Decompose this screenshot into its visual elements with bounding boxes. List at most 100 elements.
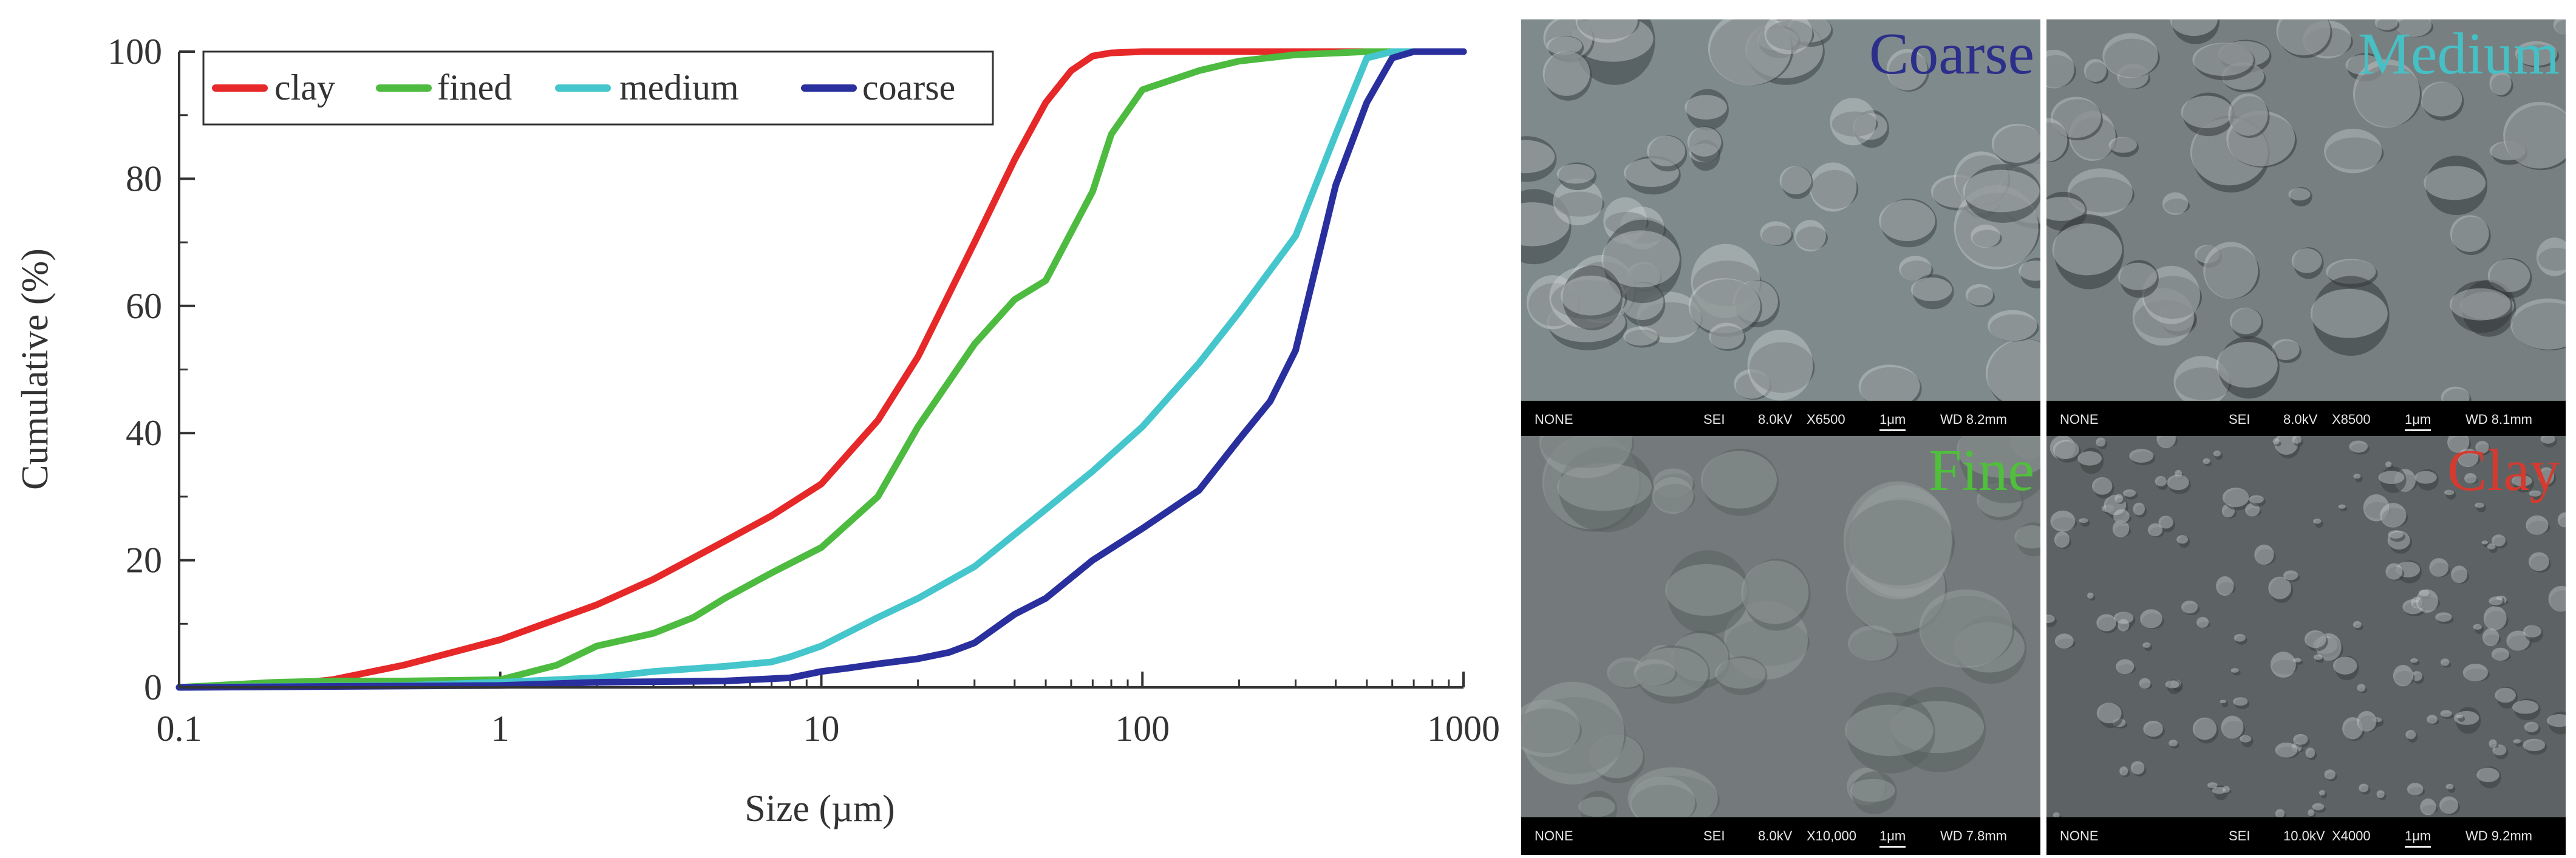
sem-grain-shadow xyxy=(2054,214,2124,290)
sem-grain-shadow xyxy=(2046,55,2076,88)
sem-grain xyxy=(1886,49,1927,90)
sem-grain-shadow xyxy=(2156,477,2169,490)
sem-grain-shadow xyxy=(2114,525,2131,537)
sem-grain-shadow xyxy=(2232,670,2241,676)
sem-grain xyxy=(2274,436,2298,455)
sem-grain xyxy=(2326,259,2376,284)
sem-grain xyxy=(2046,49,2074,89)
sem-detector: NONE xyxy=(1535,828,1573,843)
sem-grain-shadow xyxy=(1635,664,1677,686)
sem-grain-shadow xyxy=(2235,698,2250,709)
sem-grain-shadow xyxy=(2484,634,2501,645)
sem-grain-shadow xyxy=(1967,287,1995,307)
sem-scale-bar: 1μm xyxy=(1879,412,1906,431)
sem-grain xyxy=(2481,540,2489,545)
sem-grain-shadow xyxy=(2056,535,2072,550)
sem-grain-shadow xyxy=(2121,769,2130,777)
x-tick-label: 1000 xyxy=(1427,709,1500,749)
sem-grain xyxy=(2142,642,2151,649)
sem-grain-shadow xyxy=(1831,111,1878,137)
x-tick-label: 100 xyxy=(1115,709,1170,749)
sem-grain-shadow xyxy=(2160,517,2175,533)
sem-grain xyxy=(2220,700,2227,704)
sem-grain-shadow xyxy=(2141,683,2153,689)
sem-grain-shadow xyxy=(2513,698,2541,721)
sem-grain xyxy=(2310,288,2388,338)
sem-grain xyxy=(1623,326,1658,346)
sem-grain xyxy=(2234,634,2246,642)
sem-grain-shadow xyxy=(2478,766,2501,789)
sem-grain xyxy=(1985,339,2040,401)
sem-scale-bar: 1μm xyxy=(2405,412,2431,431)
sem-grain-shadow xyxy=(1580,791,1617,817)
sem-grain xyxy=(2332,656,2357,675)
sem-grain-shadow xyxy=(1989,314,2039,342)
sem-grain xyxy=(1665,563,1748,616)
sem-grain xyxy=(1843,481,1952,599)
sem-grain xyxy=(1858,364,1920,401)
sem-grain xyxy=(2245,503,2260,517)
sem-grain-shadow xyxy=(1631,785,1697,817)
sem-grain xyxy=(1830,98,1876,146)
sem-grain-shadow xyxy=(2359,715,2379,732)
sem-grain xyxy=(2342,717,2363,740)
sem-grain xyxy=(2313,654,2323,661)
sem-grain-shadow xyxy=(1689,126,1723,162)
sem-grain-shadow xyxy=(2390,532,2405,542)
sem-mode: SEI xyxy=(2229,412,2251,427)
sem-grain xyxy=(2510,298,2566,350)
sem-grain-shadow xyxy=(2046,122,2070,163)
sem-grain-shadow xyxy=(2230,96,2270,138)
sem-grain xyxy=(1556,164,1595,184)
sem-grain xyxy=(2053,812,2060,817)
sem-grain xyxy=(1687,127,1722,157)
sem-grain xyxy=(1850,778,1895,802)
sem-grain xyxy=(2096,703,2122,724)
sem-grain-shadow xyxy=(2194,43,2255,81)
sem-voltage: 10.0kV xyxy=(2283,828,2325,843)
sem-grain-shadow xyxy=(2512,302,2566,350)
sem-grain xyxy=(2169,740,2178,747)
sem-grain xyxy=(1521,140,1555,174)
sem-working-distance: WD 8.2mm xyxy=(1940,412,2007,427)
sem-grain xyxy=(2489,71,2512,95)
sem-grain-shadow xyxy=(2418,596,2441,610)
sem-grain-shadow xyxy=(1781,166,1813,199)
y-tick-label: 40 xyxy=(126,413,162,453)
sem-grain xyxy=(1957,436,2040,478)
sem-grain xyxy=(2156,436,2176,448)
sem-grain-shadow xyxy=(2425,155,2488,216)
sem-detector: NONE xyxy=(2060,412,2099,427)
sem-mode: SEI xyxy=(2229,828,2251,843)
sem-grain-shadow xyxy=(2116,497,2125,504)
sem-grain-shadow xyxy=(2538,247,2566,271)
sem-grain xyxy=(2143,721,2163,737)
sem-grain xyxy=(1652,477,1694,514)
sem-grain-shadow xyxy=(2247,508,2262,516)
sem-grain xyxy=(2130,761,2145,775)
sem-grain-shadow xyxy=(2098,703,2124,729)
sem-grain-shadow xyxy=(2054,814,2062,817)
sem-grain-shadow xyxy=(2505,105,2566,171)
sem-grain xyxy=(2288,188,2311,201)
sem-grain xyxy=(2165,680,2179,689)
sem-grain-shadow xyxy=(2085,62,2108,84)
sem-mode: SEI xyxy=(1703,412,1725,427)
sem-grain-shadow xyxy=(1993,125,2040,166)
sem-grain xyxy=(2515,41,2557,66)
sem-grain xyxy=(1764,19,1813,55)
sem-grain xyxy=(2122,489,2136,497)
sem-info-bar: NONE SEI 10.0kV X4000 1μm WD 9.2mm xyxy=(2046,817,2566,855)
sem-label-clay: Clay xyxy=(2447,438,2560,503)
y-tick-label: 0 xyxy=(144,667,162,707)
sem-grain-shadow xyxy=(2218,336,2280,399)
sem-grain-shadow xyxy=(2466,477,2479,485)
sem-grain-shadow xyxy=(2224,789,2232,794)
sem-grain xyxy=(2420,81,2462,117)
sem-grain-shadow xyxy=(2540,470,2557,487)
sem-grain xyxy=(1607,657,1647,688)
sem-grain xyxy=(1685,95,1727,120)
sem-grain xyxy=(2444,489,2455,495)
sem-label-fine: Fine xyxy=(1928,438,2034,503)
sem-grain-shadow xyxy=(1603,219,1682,304)
